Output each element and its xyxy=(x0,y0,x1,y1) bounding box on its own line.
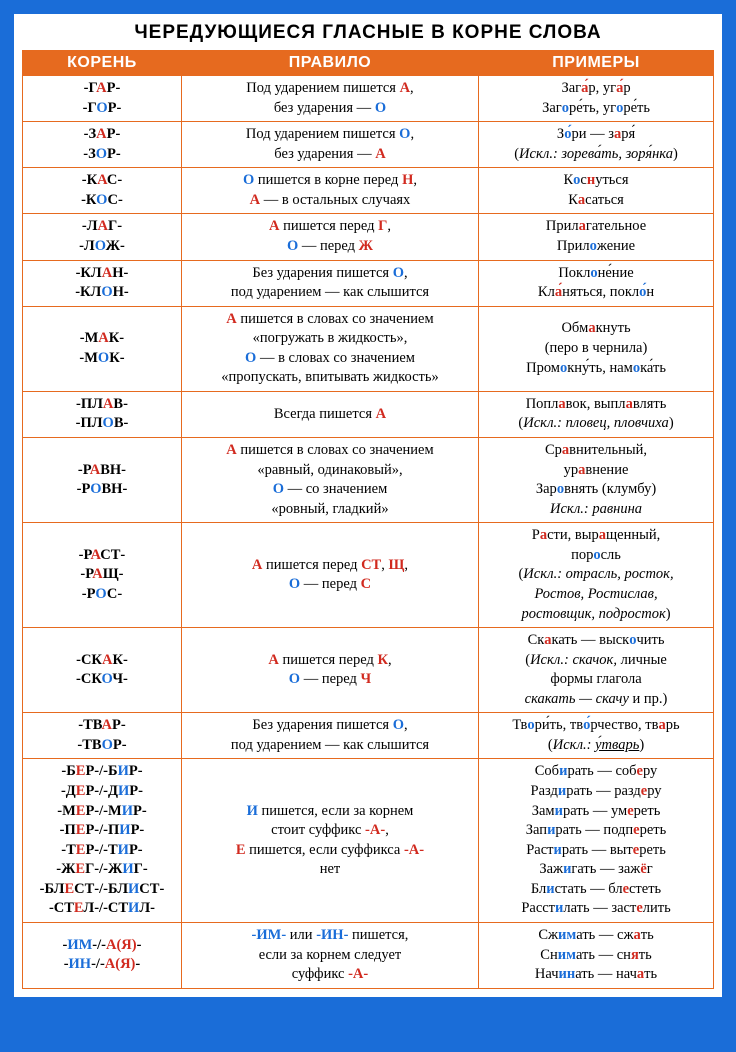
rule-cell: Без ударения пишется О,под ударением — к… xyxy=(181,260,478,306)
rule-cell: И пишется, если за корнемстоит суффикс -… xyxy=(181,759,478,923)
rule-cell: О пишется в корне перед Н,А — в остальны… xyxy=(181,168,478,214)
example-cell: ПрилагательноеПриложение xyxy=(479,214,714,260)
example-cell: Поклоне́ниеКла́няться, покло́н xyxy=(479,260,714,306)
rule-cell: А пишется перед СТ, Щ,О — перед С xyxy=(181,523,478,628)
example-cell: Поплавок, выплавлять(Искл.: пловец, плов… xyxy=(479,391,714,437)
root-cell: -БЕР-/-БИР--ДЕР-/-ДИР--МЕР-/-МИР--ПЕР-/-… xyxy=(23,759,182,923)
rules-table: КОРЕНЬ ПРАВИЛО ПРИМЕРЫ -ГАР--ГОР-Под уда… xyxy=(22,50,714,989)
root-cell: -МАК--МОК- xyxy=(23,306,182,391)
page: ЧЕРЕДУЮЩИЕСЯ ГЛАСНЫЕ В КОРНЕ СЛОВА КОРЕН… xyxy=(14,14,722,997)
page-title: ЧЕРЕДУЮЩИЕСЯ ГЛАСНЫЕ В КОРНЕ СЛОВА xyxy=(22,22,714,44)
example-cell: Скакать — выскочить(Искл.: скачок, личны… xyxy=(479,628,714,713)
example-cell: Обмакнуть(перо в чернила)Промокну́ть, на… xyxy=(479,306,714,391)
table-row: -РАСТ--РАЩ--РОС-А пишется перед СТ, Щ,О … xyxy=(23,523,714,628)
rule-cell: Без ударения пишется О,под ударением — к… xyxy=(181,713,478,759)
root-cell: -ТВАР--ТВОР- xyxy=(23,713,182,759)
example-cell: КоснутьсяКасаться xyxy=(479,168,714,214)
table-row: -ЛАГ--ЛОЖ-А пишется перед Г,О — перед ЖП… xyxy=(23,214,714,260)
example-cell: Сравнительный,уравнениеЗаровнять (клумбу… xyxy=(479,438,714,523)
table-row: -РАВН--РОВН-А пишется в словах со значен… xyxy=(23,438,714,523)
table-row: -БЕР-/-БИР--ДЕР-/-ДИР--МЕР-/-МИР--ПЕР-/-… xyxy=(23,759,714,923)
table-row: -КАС--КОС-О пишется в корне перед Н,А — … xyxy=(23,168,714,214)
rule-cell: А пишется в словах со значением«погружат… xyxy=(181,306,478,391)
root-cell: -РАСТ--РАЩ--РОС- xyxy=(23,523,182,628)
example-cell: Сжимать — сжатьСнимать — снятьНачинать —… xyxy=(479,922,714,988)
table-row: -ТВАР--ТВОР-Без ударения пишется О,под у… xyxy=(23,713,714,759)
root-cell: -СКАК--СКОЧ- xyxy=(23,628,182,713)
table-row: -ИМ-/-А(Я)--ИН-/-А(Я)--ИМ- или -ИН- пише… xyxy=(23,922,714,988)
col-header-root: КОРЕНЬ xyxy=(23,51,182,76)
rule-cell: А пишется перед Г,О — перед Ж xyxy=(181,214,478,260)
example-cell: Зо́ри — заря́(Искл.: зорева́ть, зоря́нка… xyxy=(479,122,714,168)
root-cell: -ИМ-/-А(Я)--ИН-/-А(Я)- xyxy=(23,922,182,988)
rule-cell: Под ударением пишется О,без ударения — А xyxy=(181,122,478,168)
col-header-ex: ПРИМЕРЫ xyxy=(479,51,714,76)
root-cell: -ЗАР--ЗОР- xyxy=(23,122,182,168)
table-row: -КЛАН--КЛОН-Без ударения пишется О,под у… xyxy=(23,260,714,306)
root-cell: -РАВН--РОВН- xyxy=(23,438,182,523)
rule-cell: Всегда пишется А xyxy=(181,391,478,437)
table-row: -ПЛАВ--ПЛОВ-Всегда пишется АПоплавок, вы… xyxy=(23,391,714,437)
example-cell: Зага́р, уга́рЗагоре́ть, угоре́ть xyxy=(479,76,714,122)
root-cell: -КЛАН--КЛОН- xyxy=(23,260,182,306)
rule-cell: -ИМ- или -ИН- пишется,если за корнем сле… xyxy=(181,922,478,988)
root-cell: -КАС--КОС- xyxy=(23,168,182,214)
example-cell: Твори́ть, тво́рчество, тварь(Искл.: у́тв… xyxy=(479,713,714,759)
table-row: -СКАК--СКОЧ-А пишется перед К,О — перед … xyxy=(23,628,714,713)
rule-cell: А пишется в словах со значением«равный, … xyxy=(181,438,478,523)
table-row: -ГАР--ГОР-Под ударением пишется А,без уд… xyxy=(23,76,714,122)
example-cell: Расти, выращенный,поросль(Искл.: отрасль… xyxy=(479,523,714,628)
table-row: -МАК--МОК-А пишется в словах со значение… xyxy=(23,306,714,391)
table-header-row: КОРЕНЬ ПРАВИЛО ПРИМЕРЫ xyxy=(23,51,714,76)
rule-cell: Под ударением пишется А,без ударения — О xyxy=(181,76,478,122)
example-cell: Собирать — соберуРаздирать — раздеруЗами… xyxy=(479,759,714,923)
table-row: -ЗАР--ЗОР-Под ударением пишется О,без уд… xyxy=(23,122,714,168)
rule-cell: А пишется перед К,О — перед Ч xyxy=(181,628,478,713)
root-cell: -ГАР--ГОР- xyxy=(23,76,182,122)
root-cell: -ЛАГ--ЛОЖ- xyxy=(23,214,182,260)
root-cell: -ПЛАВ--ПЛОВ- xyxy=(23,391,182,437)
col-header-rule: ПРАВИЛО xyxy=(181,51,478,76)
